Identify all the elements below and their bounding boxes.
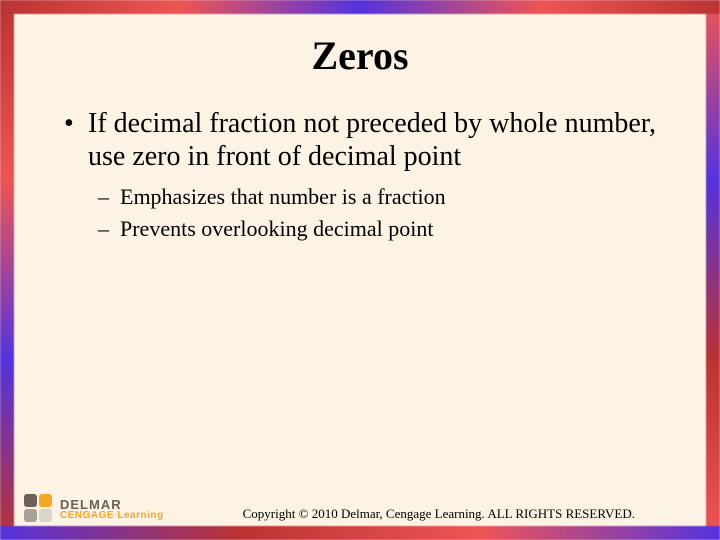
logo-line1: DELMAR [60,498,164,511]
logo-square [24,509,37,522]
copyright-text: Copyright © 2010 Delmar, Cengage Learnin… [182,506,696,524]
slide-title: Zeros [60,32,660,79]
slide-footer: DELMAR CENGAGE Learning Copyright © 2010… [0,494,720,524]
logo-mark-icon [24,494,54,524]
logo-square [39,509,52,522]
slide-content: Zeros If decimal fraction not preceded b… [20,18,700,522]
logo-square [39,494,52,507]
logo-text: DELMAR CENGAGE Learning [60,498,164,521]
publisher-logo: DELMAR CENGAGE Learning [24,494,164,524]
slide: Zeros If decimal fraction not preceded b… [0,0,720,540]
bullet-item: If decimal fraction not preceded by whol… [88,107,660,242]
bullet-list: If decimal fraction not preceded by whol… [60,107,660,242]
bullet-text: If decimal fraction not preceded by whol… [88,108,656,172]
logo-line2: CENGAGE Learning [60,511,164,521]
logo-square [24,494,37,507]
sub-bullet-list: Emphasizes that number is a fraction Pre… [88,183,660,242]
sub-bullet-item: Prevents overlooking decimal point [120,215,660,243]
sub-bullet-item: Emphasizes that number is a fraction [120,183,660,211]
